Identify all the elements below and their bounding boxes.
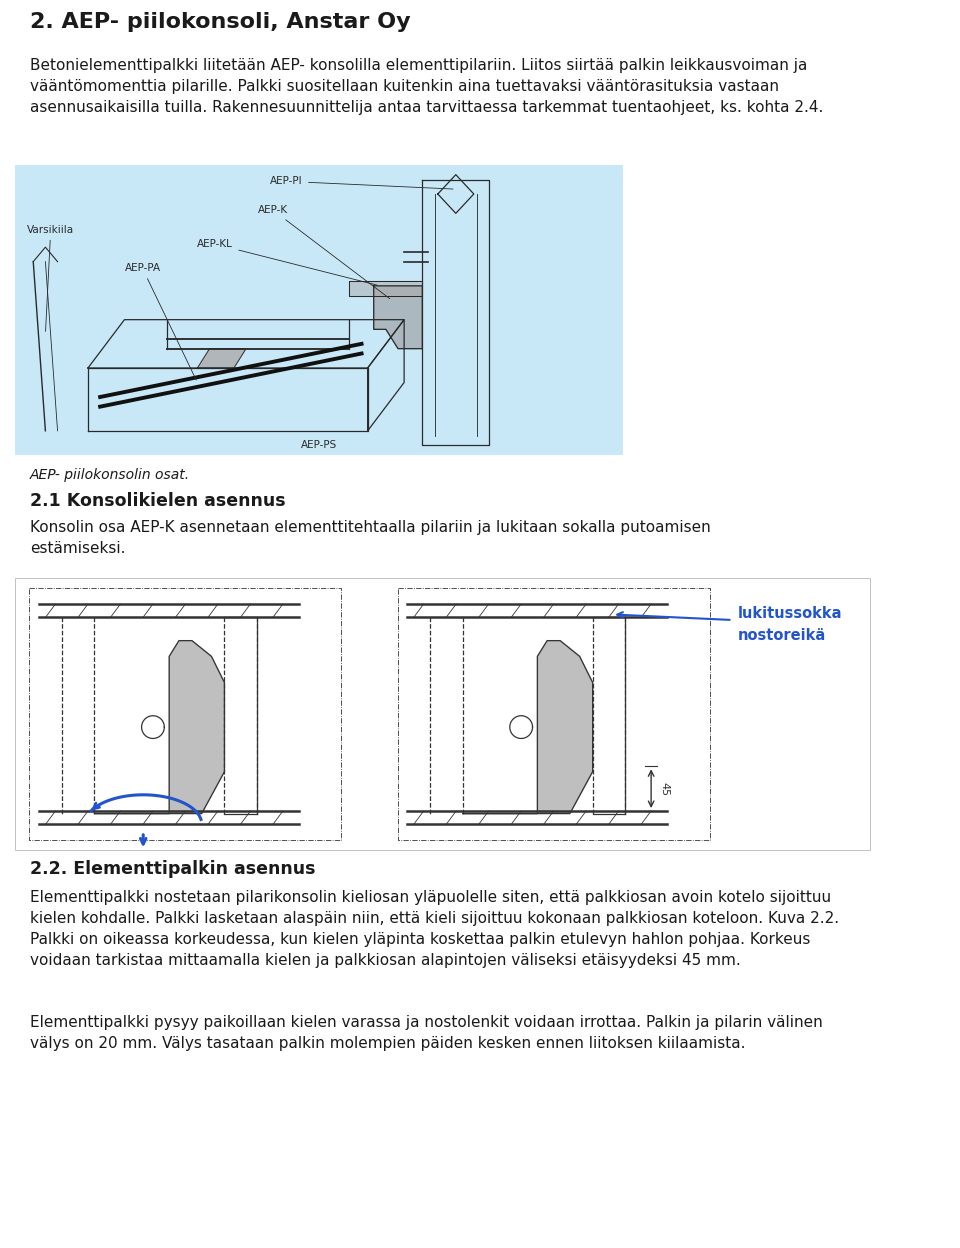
Text: AEP-PS: AEP-PS	[300, 441, 337, 451]
Text: Varsikiila: Varsikiila	[27, 225, 74, 332]
Polygon shape	[373, 286, 422, 348]
Text: AEP-PA: AEP-PA	[125, 263, 196, 379]
Text: 45: 45	[660, 781, 669, 796]
Text: Elementtipalkki nostetaan pilarikonsolin kieliosan yläpuolelle siten, että palkk: Elementtipalkki nostetaan pilarikonsolin…	[30, 890, 839, 968]
Text: AEP- piilokonsolin osat.: AEP- piilokonsolin osat.	[30, 468, 190, 482]
Text: Konsolin osa AEP-K asennetaan elementtitehtaalla pilariin ja lukitaan sokalla pu: Konsolin osa AEP-K asennetaan elementtit…	[30, 520, 710, 557]
Text: nostoreikä: nostoreikä	[737, 628, 826, 643]
Polygon shape	[349, 281, 422, 296]
Polygon shape	[463, 640, 592, 814]
Bar	[15, 165, 623, 456]
Text: 2. AEP- piilokonsoli, Anstar Oy: 2. AEP- piilokonsoli, Anstar Oy	[30, 12, 411, 32]
Text: AEP-PI: AEP-PI	[271, 176, 453, 188]
Text: 2.1 Konsolikielen asennus: 2.1 Konsolikielen asennus	[30, 492, 286, 510]
Text: Elementtipalkki pysyy paikoillaan kielen varassa ja nostolenkit voidaan irrottaa: Elementtipalkki pysyy paikoillaan kielen…	[30, 1015, 823, 1051]
Text: 2.2. Elementtipalkin asennus: 2.2. Elementtipalkin asennus	[30, 860, 316, 879]
Text: AEP-K: AEP-K	[258, 206, 390, 298]
Text: lukitussokka: lukitussokka	[737, 607, 842, 622]
Bar	[15, 578, 870, 850]
Text: AEP-KL: AEP-KL	[198, 240, 377, 285]
Polygon shape	[198, 348, 246, 368]
Text: Betonielementtipalkki liitetään AEP- konsolilla elementtipilariin. Liitos siirtä: Betonielementtipalkki liitetään AEP- kon…	[30, 57, 824, 115]
Polygon shape	[94, 640, 225, 814]
